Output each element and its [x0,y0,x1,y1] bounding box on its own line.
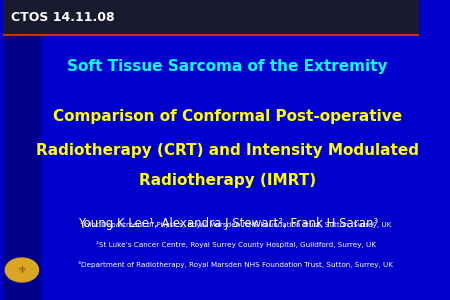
FancyBboxPatch shape [3,34,40,300]
Text: Comparison of Conformal Post-operative: Comparison of Conformal Post-operative [53,110,402,124]
Text: Radiotherapy (CRT) and Intensity Modulated: Radiotherapy (CRT) and Intensity Modulat… [36,142,419,158]
Text: Radiotherapy (IMRT): Radiotherapy (IMRT) [139,172,316,188]
Text: ⚜: ⚜ [18,265,26,275]
Text: Young K Lee¹, Alexandra J Stewart², Frank H Saran³: Young K Lee¹, Alexandra J Stewart², Fran… [77,217,378,230]
Text: Soft Tissue Sarcoma of the Extremity: Soft Tissue Sarcoma of the Extremity [68,58,388,74]
Text: CTOS 14.11.08: CTOS 14.11.08 [12,11,115,24]
Text: ³Department of Radiotherapy, Royal Marsden NHS Foundation Trust, Sutton, Surrey,: ³Department of Radiotherapy, Royal Marsd… [78,260,393,268]
Text: ²St Luke’s Cancer Centre, Royal Surrey County Hospital, Guildford, Surrey, UK: ²St Luke’s Cancer Centre, Royal Surrey C… [96,241,376,248]
FancyBboxPatch shape [3,0,419,34]
Text: ¹Joint Department of Physics, Royal Marsden NHS Foundation Trust, Sutton, Surrey: ¹Joint Department of Physics, Royal Mars… [80,221,392,229]
Circle shape [5,258,39,282]
FancyBboxPatch shape [40,34,419,300]
